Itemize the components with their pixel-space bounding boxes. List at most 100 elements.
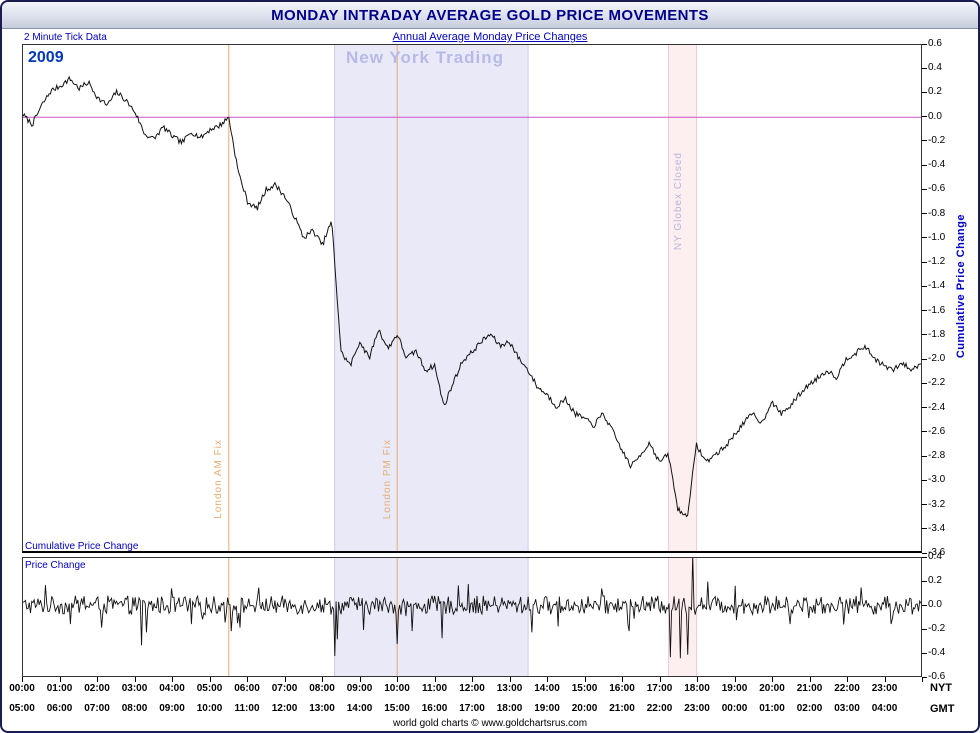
y-tick-label: -2.0 — [928, 353, 946, 365]
y-tick-label: -2.4 — [928, 401, 946, 413]
x-tick-mark — [397, 677, 398, 682]
x-tick-mark — [772, 677, 773, 682]
y-tick-mark — [922, 91, 927, 93]
x-tick-label-gmt: 04:00 — [871, 703, 898, 714]
x-tick-label-gmt: 00:00 — [721, 703, 748, 714]
y-tick-label: -1.0 — [928, 231, 946, 243]
x-tick-label-gmt: 14:00 — [346, 703, 373, 714]
x-tick-mark — [734, 677, 736, 682]
x-tick-mark — [134, 677, 136, 682]
y-tick-mark — [922, 310, 927, 312]
y-tick-mark — [922, 479, 927, 481]
right-axis-title: Cumulative Price Change — [955, 214, 967, 359]
x-tick-label-nyt: 19:00 — [721, 683, 748, 694]
cumulative-chart-svg — [23, 45, 921, 551]
annual-average-link[interactable]: Annual Average Monday Price Changes — [392, 31, 588, 43]
x-tick-label-nyt: 18:00 — [684, 683, 710, 694]
x-tick-label-nyt: 23:00 — [871, 683, 898, 694]
y-tick-label: 0.6 — [928, 38, 942, 49]
x-tick-label-nyt: 16:00 — [609, 683, 635, 694]
nyt-timezone-label: NYT — [930, 682, 952, 694]
y-tick-mark — [922, 261, 927, 263]
y-tick-mark — [922, 580, 927, 582]
y-tick-mark — [922, 188, 927, 190]
x-tick-label-gmt: 13:00 — [309, 703, 335, 714]
y-tick-label: 0.0 — [928, 110, 942, 122]
x-tick-label-nyt: 17:00 — [646, 683, 673, 694]
price-change-chart-svg — [23, 558, 921, 676]
y-tick-label: -0.4 — [928, 647, 946, 658]
x-tick-label-gmt: 06:00 — [46, 703, 73, 714]
tick-data-note: 2 Minute Tick Data — [24, 32, 107, 43]
ny-globex-closed-label: NY Globex Closed — [673, 152, 684, 251]
y-tick-mark — [922, 67, 927, 69]
x-tick-mark — [247, 677, 248, 682]
x-tick-label-gmt: 11:00 — [234, 703, 260, 714]
x-tick-mark — [284, 677, 286, 682]
x-tick-label-gmt: 20:00 — [571, 703, 598, 714]
y-tick-mark — [922, 164, 927, 166]
x-tick-label-gmt: 03:00 — [834, 703, 860, 714]
x-tick-label-gmt: 09:00 — [159, 703, 185, 714]
x-tick-mark — [472, 677, 473, 682]
x-tick-label-nyt: 04:00 — [159, 683, 185, 694]
x-tick-mark — [697, 677, 698, 682]
x-tick-mark — [659, 677, 661, 682]
x-tick-label-nyt: 13:00 — [496, 683, 523, 694]
y-tick-label: -0.8 — [928, 207, 946, 219]
x-tick-label-gmt: 21:00 — [609, 703, 635, 714]
x-tick-label-gmt: 05:00 — [9, 703, 35, 714]
y-tick-mark — [922, 140, 927, 142]
x-tick-label-gmt: 07:00 — [84, 703, 110, 714]
x-tick-mark — [509, 677, 511, 682]
y-tick-label: -1.2 — [928, 256, 946, 268]
y-tick-label: -0.6 — [928, 671, 946, 682]
x-tick-label-nyt: 12:00 — [459, 683, 485, 694]
y-tick-label: -3.4 — [928, 522, 946, 534]
x-tick-label-nyt: 11:00 — [421, 683, 448, 694]
x-tick-label-gmt: 19:00 — [534, 703, 560, 714]
x-tick-label-nyt: 06:00 — [234, 683, 260, 694]
new-york-trading-watermark: New York Trading — [346, 48, 505, 67]
x-tick-mark — [922, 677, 923, 682]
y-tick-label: 0.4 — [928, 62, 942, 74]
x-tick-mark — [847, 677, 848, 682]
x-tick-mark — [434, 677, 436, 682]
y-tick-label: -3.6 — [928, 547, 946, 558]
cumulative-panel-caption: Cumulative Price Change — [25, 541, 139, 552]
y-tick-label: -1.6 — [928, 304, 946, 316]
x-tick-label-nyt: 01:00 — [46, 683, 73, 694]
y-tick-label: 0.4 — [928, 551, 942, 562]
x-tick-mark — [97, 677, 98, 682]
x-tick-mark — [359, 677, 361, 682]
y-tick-mark — [922, 43, 927, 45]
x-tick-label-nyt: 07:00 — [271, 683, 298, 694]
london-am-fix-label: London AM Fix — [213, 439, 224, 519]
x-tick-label-nyt: 05:00 — [196, 683, 223, 694]
x-tick-label-nyt: 10:00 — [384, 683, 410, 694]
y-tick-label: -0.4 — [928, 159, 946, 171]
cumulative-price-panel — [22, 44, 922, 553]
y-tick-mark — [922, 382, 927, 384]
y-tick-label: -0.6 — [928, 183, 946, 195]
x-tick-mark — [809, 677, 811, 682]
year-label: 2009 — [28, 49, 64, 66]
y-tick-mark — [922, 285, 927, 287]
x-tick-label-gmt: 01:00 — [759, 703, 785, 714]
x-tick-label-gmt: 17:00 — [459, 703, 485, 714]
x-tick-mark — [22, 677, 23, 682]
gmt-timezone-label: GMT — [930, 703, 955, 715]
x-tick-mark — [547, 677, 548, 682]
y-tick-mark — [922, 407, 927, 409]
price-change-panel-caption: Price Change — [25, 560, 86, 571]
x-tick-label-nyt: 21:00 — [796, 683, 823, 694]
london-pm-fix-label: London PM Fix — [382, 439, 393, 520]
x-tick-label-nyt: 00:00 — [9, 683, 35, 694]
chart-title: MONDAY INTRADAY AVERAGE GOLD PRICE MOVEM… — [2, 2, 978, 29]
y-tick-mark — [922, 334, 927, 336]
x-tick-label-nyt: 15:00 — [571, 683, 598, 694]
y-tick-mark — [922, 237, 927, 239]
y-tick-mark — [922, 652, 927, 654]
copyright-footer: world gold charts © www.goldchartsrus.co… — [392, 718, 588, 729]
